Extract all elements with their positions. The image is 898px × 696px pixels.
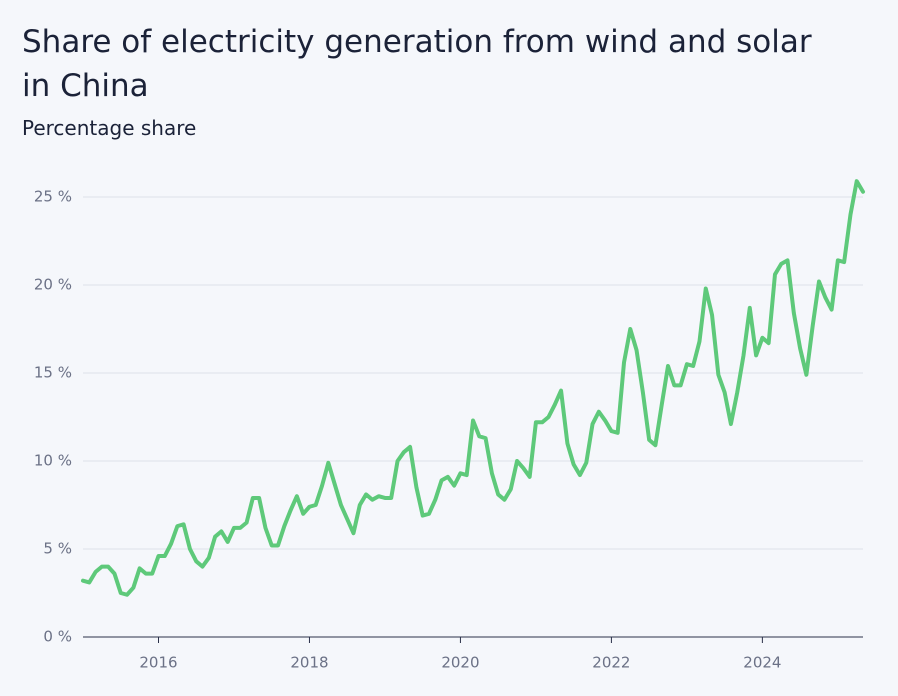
x-tick-label: 2024 [743, 654, 781, 672]
data-line [81, 179, 865, 597]
y-tick-label: 20 % [34, 276, 72, 294]
y-tick-label: 10 % [34, 452, 72, 470]
x-tick-label: 2022 [592, 654, 630, 672]
x-tick-label: 2020 [441, 654, 479, 672]
x-tick-label: 2018 [290, 654, 328, 672]
x-tick-label: 2016 [139, 654, 177, 672]
y-tick-label: 0 % [43, 628, 72, 646]
y-tick-label: 5 % [43, 540, 72, 558]
chart-subtitle: Percentage share [22, 116, 197, 140]
y-tick-label: 25 % [34, 188, 72, 206]
y-tick-label: 15 % [34, 364, 72, 382]
chart-title: Share of electricity generation from win… [22, 24, 812, 104]
